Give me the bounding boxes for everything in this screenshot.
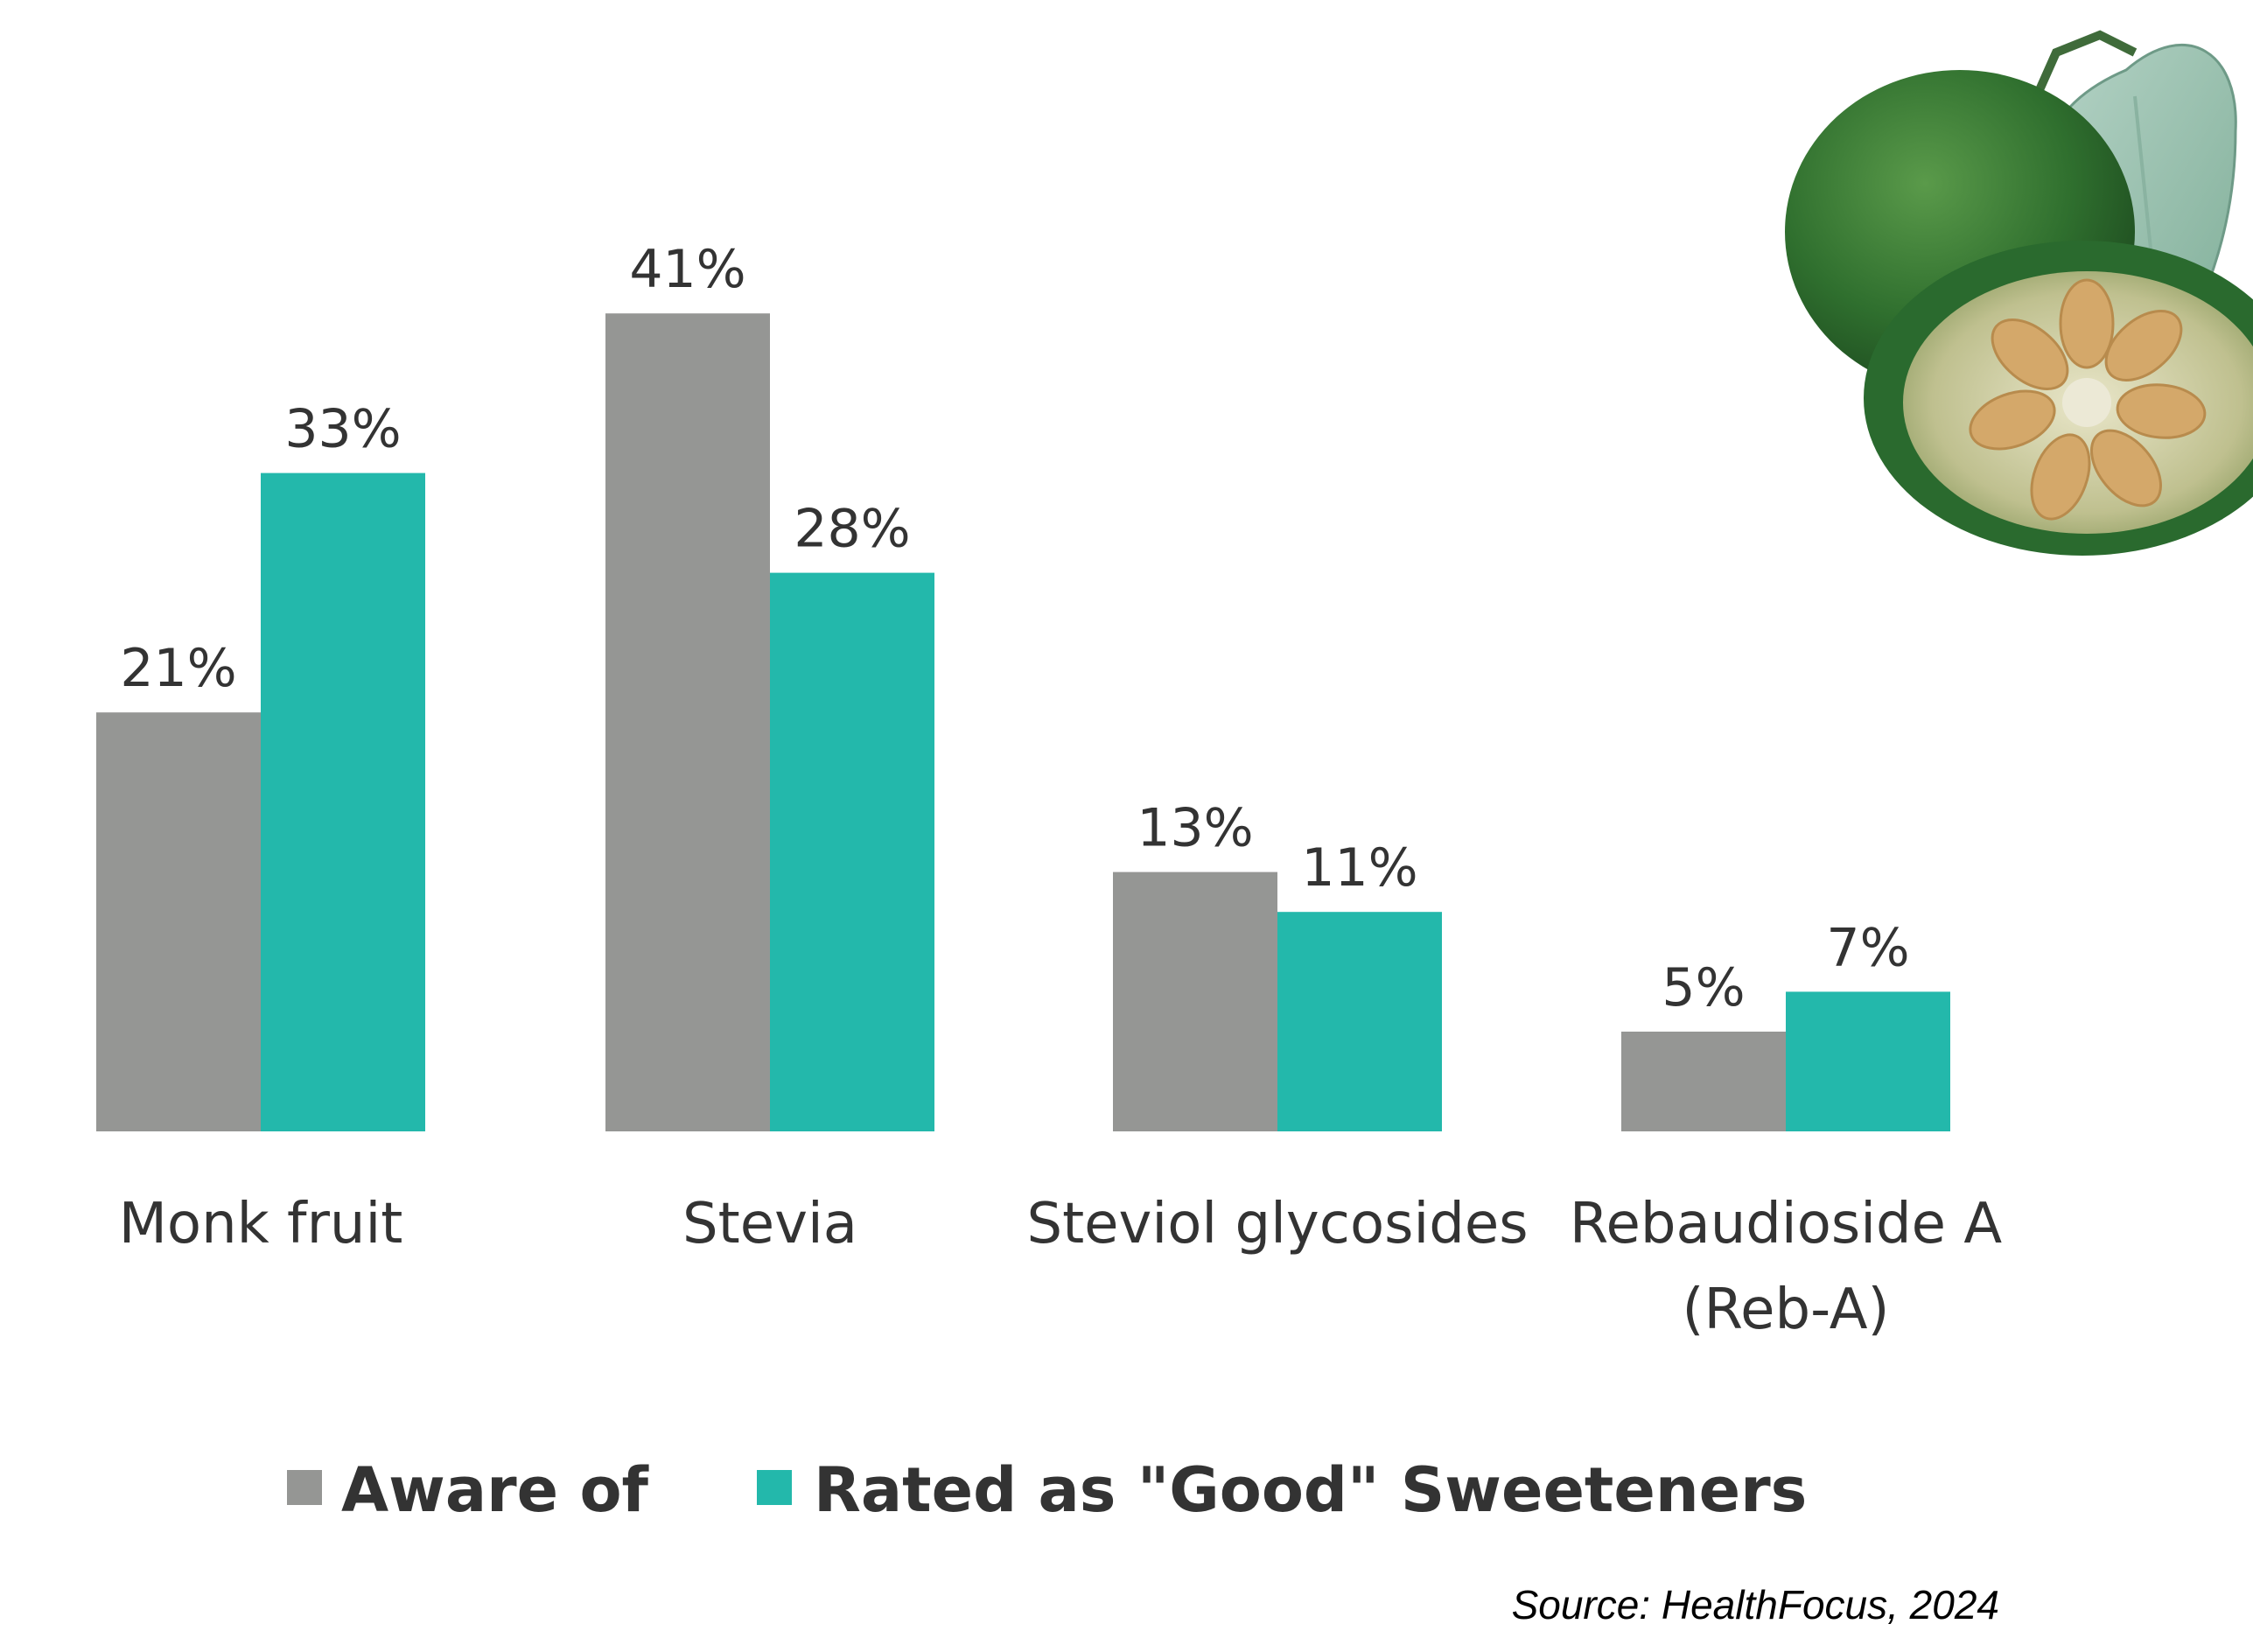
bar-good-0 (261, 472, 425, 1131)
value-label-good-1: 28% (794, 499, 910, 560)
bar-good-1 (770, 572, 934, 1131)
bar-aware-2 (1113, 872, 1277, 1131)
bar-aware-0 (96, 712, 261, 1131)
value-label-aware-1: 41% (629, 239, 745, 300)
category-label-1: Stevia (682, 1192, 857, 1256)
source-note: Source: HealthFocus, 2024 (1512, 1582, 1999, 1628)
bar-good-2 (1277, 912, 1442, 1131)
bar-good-3 (1786, 991, 1950, 1131)
bar-aware-3 (1621, 1032, 1786, 1131)
legend-label-good: Rated as "Good" Sweeteners (814, 1454, 1807, 1526)
legend-swatch-good (757, 1470, 792, 1505)
category-label-3: Rebaudioside A (1570, 1192, 2002, 1256)
bar-aware-1 (605, 313, 770, 1131)
category-label-3-line2: (Reb-A) (1683, 1278, 1890, 1342)
category-label-0: Monk fruit (119, 1192, 403, 1256)
bars-group: 21% 33% 41% 28% 13% 11% 5% 7% (96, 239, 1950, 1131)
value-label-aware-0: 21% (120, 638, 236, 699)
value-label-good-2: 11% (1301, 837, 1417, 899)
category-labels: Monk fruit Stevia Steviol glycosides Rebaud… (119, 1192, 2003, 1342)
legend-label-aware: Aware of (341, 1454, 650, 1526)
monk-fruit-photo (1785, 30, 2253, 556)
value-label-aware-3: 5% (1662, 957, 1745, 1018)
legend: Aware of Rated as "Good" Sweeteners (287, 1454, 1807, 1526)
category-label-2: Steviol glycosides (1026, 1192, 1528, 1256)
value-label-good-3: 7% (1826, 917, 1909, 978)
legend-swatch-aware (287, 1470, 322, 1505)
value-label-aware-2: 13% (1137, 798, 1253, 859)
value-label-good-0: 33% (284, 399, 401, 460)
